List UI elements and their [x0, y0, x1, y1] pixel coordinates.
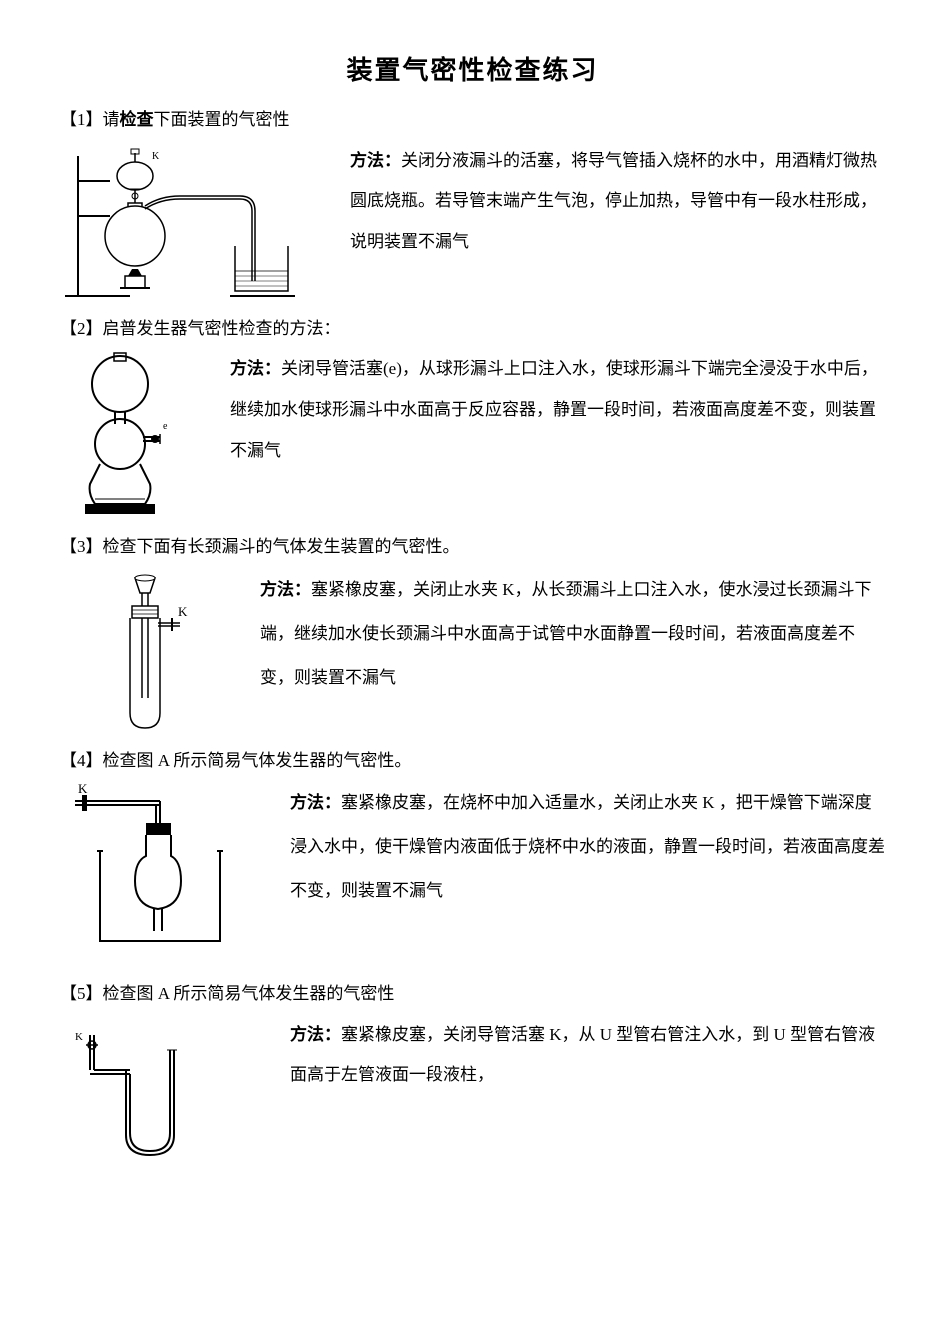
- method-2-label: 方法：: [230, 359, 281, 378]
- section-2-num: 【2】: [60, 319, 103, 338]
- method-5-label: 方法：: [290, 1025, 341, 1044]
- method-2: 方法：关闭导管活塞(e)，从球形漏斗上口注入水，使球形漏斗下端完全浸没于水中后，…: [230, 349, 885, 471]
- section-4: 【4】检查图 A 所示简易气体发生器的气密性。 K: [60, 748, 885, 957]
- section-4-header: 【4】检查图 A 所示简易气体发生器的气密性。: [60, 748, 885, 774]
- method-1-label: 方法：: [350, 151, 401, 170]
- section-1-bold: 检查: [120, 110, 154, 129]
- diagram-4: K: [60, 781, 260, 956]
- section-3-text: 检查下面有长颈漏斗的气体发生装置的气密性。: [103, 537, 460, 556]
- method-3-label: 方法：: [260, 580, 311, 599]
- section-4-text: 检查图 A 所示简易气体发生器的气密性。: [103, 751, 412, 770]
- section-1-suffix: 下面装置的气密性: [154, 110, 290, 129]
- section-5-num: 【5】: [60, 984, 103, 1003]
- svg-text:e: e: [163, 421, 168, 432]
- section-2-text: 启普发生器气密性检查的方法：: [103, 319, 341, 338]
- method-5-text: 塞紧橡皮塞，关闭导管活塞 K，从 U 型管右管注入水，到 U 型管右管液面高于左…: [290, 1025, 875, 1085]
- diagram-5: K: [60, 1015, 260, 1165]
- section-5: 【5】检查图 A 所示简易气体发生器的气密性 K: [60, 981, 885, 1165]
- method-1-text: 关闭分液漏斗的活塞，将导气管插入烧杯的水中，用酒精灯微热圆底烧瓶。若导管末端产生…: [350, 151, 877, 252]
- label-k-4: K: [78, 781, 88, 796]
- section-1-prefix: 请: [103, 110, 120, 129]
- label-k-3: K: [178, 604, 188, 619]
- section-5-header: 【5】检查图 A 所示简易气体发生器的气密性: [60, 981, 885, 1007]
- method-3-text: 塞紧橡皮塞，关闭止水夹 K，从长颈漏斗上口注入水，使水浸过长颈漏斗下端，继续加水…: [260, 580, 872, 687]
- method-2-text: 关闭导管活塞(e)，从球形漏斗上口注入水，使球形漏斗下端完全浸没于水中后，继续加…: [230, 359, 878, 460]
- method-4-label: 方法：: [290, 793, 341, 812]
- section-3-header: 【3】检查下面有长颈漏斗的气体发生装置的气密性。: [60, 534, 885, 560]
- label-k-5: K: [75, 1031, 83, 1043]
- diagram-1: K: [60, 141, 320, 306]
- section-1-num: 【1】: [60, 110, 103, 129]
- section-5-text: 检查图 A 所示简易气体发生器的气密性: [103, 984, 395, 1003]
- section-3: 【3】检查下面有长颈漏斗的气体发生装置的气密性。 K: [60, 534, 885, 738]
- section-3-num: 【3】: [60, 537, 103, 556]
- section-1-header: 【1】请检查下面装置的气密性: [60, 107, 885, 133]
- method-4: 方法：塞紧橡皮塞，在烧杯中加入适量水，关闭止水夹 K ，把干燥管下端深度浸入水中…: [290, 781, 885, 914]
- diagram-2: e: [60, 349, 200, 524]
- label-k-1: K: [152, 151, 160, 162]
- method-4-text: 塞紧橡皮塞，在烧杯中加入适量水，关闭止水夹 K ，把干燥管下端深度浸入水中，使干…: [290, 793, 885, 900]
- method-1: 方法：关闭分液漏斗的活塞，将导气管插入烧杯的水中，用酒精灯微热圆底烧瓶。若导管末…: [350, 141, 885, 263]
- method-5: 方法：塞紧橡皮塞，关闭导管活塞 K，从 U 型管右管注入水，到 U 型管右管液面…: [290, 1015, 885, 1097]
- section-1: 【1】请检查下面装置的气密性 K: [60, 107, 885, 306]
- section-2: 【2】启普发生器气密性检查的方法： e: [60, 316, 885, 525]
- method-3: 方法：塞紧橡皮塞，关闭止水夹 K，从长颈漏斗上口注入水，使水浸过长颈漏斗下端，继…: [260, 568, 885, 701]
- section-2-header: 【2】启普发生器气密性检查的方法：: [60, 316, 885, 342]
- page-title: 装置气密性检查练习: [60, 50, 885, 87]
- diagram-3: K: [100, 568, 230, 738]
- section-4-num: 【4】: [60, 751, 103, 770]
